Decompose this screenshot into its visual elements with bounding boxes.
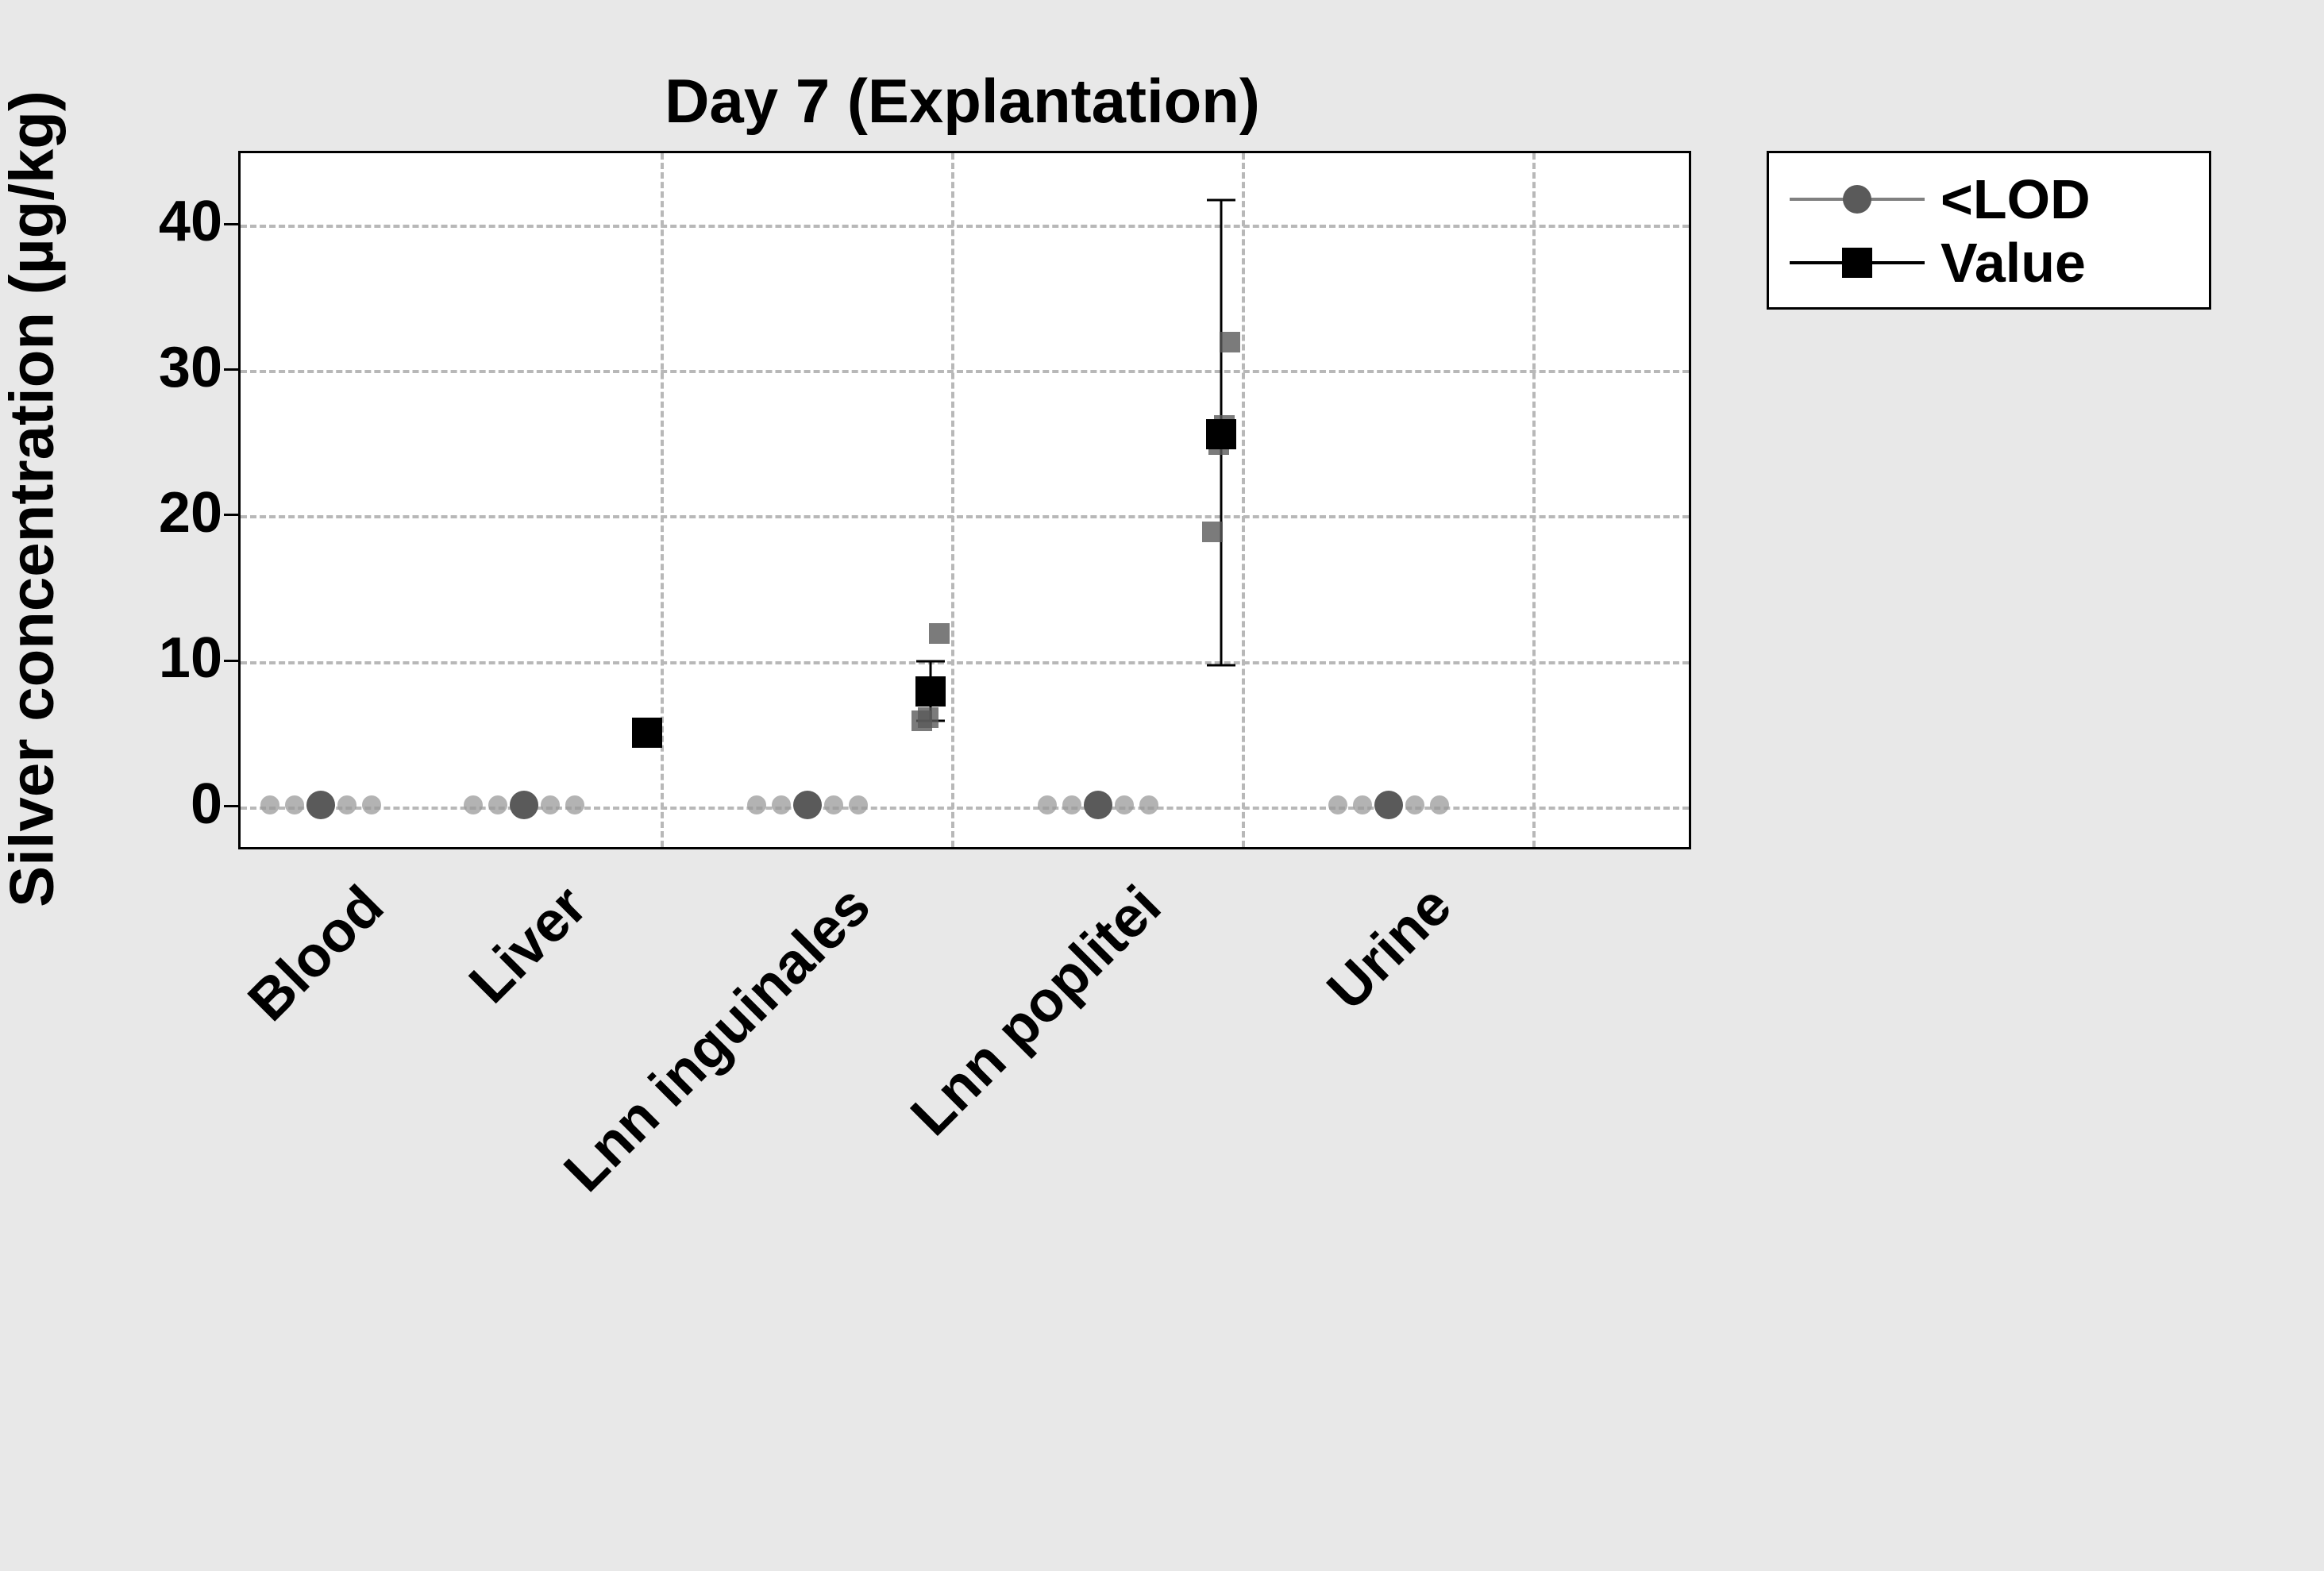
legend-label-value: Value [1941, 231, 2086, 295]
y-tick-label: 30 [103, 335, 222, 400]
value-mean-point [915, 676, 946, 707]
legend-symbol-value [1790, 243, 1925, 283]
lod-point [772, 795, 791, 814]
lod-mean-point [1084, 791, 1112, 819]
lod-point [1430, 795, 1449, 814]
lod-point [1405, 795, 1424, 814]
lod-point [565, 795, 584, 814]
error-bar-cap [1207, 198, 1235, 201]
lod-point [1038, 795, 1057, 814]
lod-mean-point [793, 791, 822, 819]
y-tick-mark [224, 514, 238, 516]
error-bar-cap [1207, 664, 1235, 667]
value-point [1220, 332, 1240, 352]
legend-square-icon [1842, 248, 1872, 278]
plot-area [238, 151, 1691, 849]
lod-point [849, 795, 868, 814]
gridline-horizontal [241, 225, 1689, 228]
legend-symbol-lod [1790, 179, 1925, 219]
chart-title: Day 7 (Explantation) [486, 65, 1439, 137]
lod-point [1115, 795, 1134, 814]
gridline-vertical [951, 153, 954, 847]
gridline-horizontal [241, 370, 1689, 373]
gridline-vertical [1532, 153, 1536, 847]
y-tick-label: 0 [103, 772, 222, 837]
value-point [918, 707, 938, 728]
lod-point [1353, 795, 1372, 814]
lod-point [285, 795, 304, 814]
lod-mean-point [306, 791, 335, 819]
legend-row-lod: <LOD [1790, 167, 2188, 231]
y-tick-label: 20 [103, 480, 222, 545]
legend: <LOD Value [1767, 151, 2211, 310]
legend-label-lod: <LOD [1941, 167, 2091, 231]
lod-point [337, 795, 357, 814]
lod-point [824, 795, 843, 814]
lod-point [362, 795, 381, 814]
gridline-vertical [1242, 153, 1245, 847]
error-bar-cap [916, 660, 945, 662]
value-mean-point [1206, 419, 1236, 449]
lod-point [488, 795, 507, 814]
lod-point [260, 795, 279, 814]
legend-row-value: Value [1790, 231, 2188, 295]
y-tick-mark [224, 223, 238, 225]
lod-point [464, 795, 483, 814]
gridline-horizontal [241, 515, 1689, 518]
y-tick-mark [224, 368, 238, 371]
lod-point [747, 795, 766, 814]
y-tick-label: 40 [103, 189, 222, 254]
value-point [929, 623, 950, 644]
lod-point [541, 795, 560, 814]
lod-point [1328, 795, 1347, 814]
y-tick-mark [224, 805, 238, 807]
gridline-horizontal [241, 661, 1689, 664]
figure-panel: { "figure": { "width_px": 2927, "height_… [0, 0, 2324, 1571]
lod-point [1139, 795, 1158, 814]
lod-mean-point [510, 791, 538, 819]
lod-point [1062, 795, 1081, 814]
y-axis-label: Silver concentration (µg/kg) [0, 63, 68, 936]
value-mean-point [632, 718, 662, 748]
lod-mean-point [1374, 791, 1403, 819]
legend-circle-icon [1843, 185, 1871, 214]
y-tick-label: 10 [103, 626, 222, 691]
value-point [1202, 522, 1223, 542]
gridline-horizontal [241, 807, 1689, 810]
y-tick-mark [224, 660, 238, 662]
